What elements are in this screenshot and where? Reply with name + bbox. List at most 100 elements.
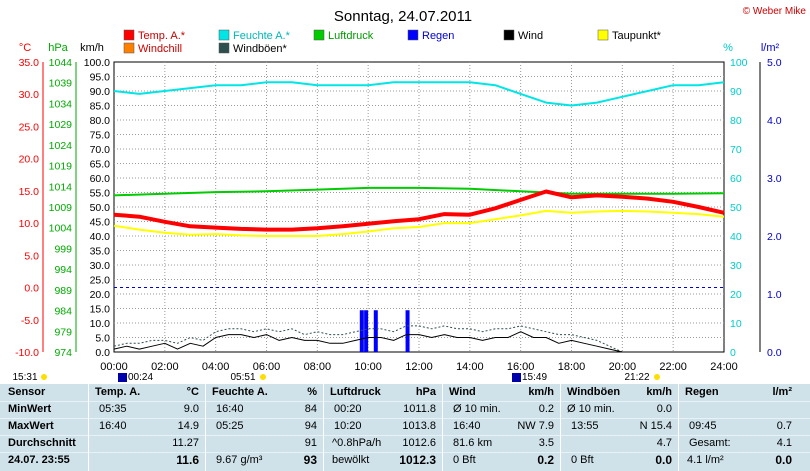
legend-swatch [218,29,230,41]
hum-min: 84 [304,403,317,415]
legend-swatch [597,29,609,41]
abs-humidity: 9.67 g/m³ [216,454,263,466]
series-line-luftdruck [113,186,725,197]
hum-tick-label: 30 [730,260,742,272]
hum-tick-label: 10 [730,318,742,330]
hum-current: 93 [303,453,317,467]
press-min-time: 00:20 [334,403,362,415]
hum-tick-label: 0 [730,347,736,359]
hum-header: Feuchte A. [212,386,268,398]
wind-tick-label: 20.0 [90,289,111,301]
sunset-icon [654,374,660,380]
wind-tick-label: 25.0 [90,275,111,287]
sun-icon-prev [41,374,47,380]
legend-label: Wind [518,30,543,42]
gust-column: Windböen km/h Ø 10 min. 0.0 13:55 N 15.4… [561,384,678,471]
press-tick-label: 1034 [49,98,73,110]
sunset-time: 21:22 [624,372,649,383]
time-tick-label: 10:00 [354,361,382,373]
wind-max: NW 7.9 [517,420,554,432]
hum-unit-header: % [307,386,317,398]
wind-tick-label: 75.0 [90,130,111,142]
temp-tick-label: 35.0 [19,57,40,69]
hum-max-time: 05:25 [216,420,244,432]
rain-max-time: 09:45 [689,420,717,432]
temp-avg: 11.27 [172,437,199,449]
gust-max-time: 13:55 [571,420,599,432]
wind-tick-label: 55.0 [90,188,111,200]
rain-max: 0.7 [776,420,792,432]
moonrise-icon [118,373,127,382]
legend-label: Regen [422,30,454,42]
rain-bar [364,310,369,352]
wind-header: Wind [449,386,476,398]
wind-avg10: 0.2 [538,403,554,415]
rain-tick-label: 1.0 [767,289,782,301]
forecast-text: bewölkt [332,454,370,466]
wind-unit-header: km/h [528,386,554,398]
legend-label: Luftdruck [328,30,374,42]
temp-header: Temp. A. [95,386,141,398]
press-unit: hPa [48,42,68,54]
time-tick-label: 12:00 [405,361,433,373]
wind-tick-label: 35.0 [90,246,111,258]
rain-column: Regen l/m² 09:45 0.7 Gesamt: 4.1 4.1 l/m… [679,384,798,471]
time-tick-label: 18:00 [558,361,586,373]
temp-current: 11.6 [176,453,199,467]
temp-min: 9.0 [183,403,199,415]
wind-max-time: 16:40 [453,420,481,432]
press-max-time: 10:20 [334,420,362,432]
wind-tick-label: 30.0 [90,260,111,272]
series-line-feuchte-a [113,81,725,107]
wind-tick-label: 85.0 [90,101,111,113]
rain-bar [373,310,378,352]
wind-avg: 3.5 [538,437,554,449]
legend-label: Windchill [138,43,182,55]
rain-bar [405,310,410,352]
series-line-windb-en [113,325,623,353]
wind-current: 0.2 [537,453,554,467]
legend-label: Windböen* [233,43,288,55]
press-tick-label: 1019 [49,161,73,173]
rain-tick-label: 2.0 [767,231,782,243]
wind-tick-label: 70.0 [90,144,111,156]
press-tick-label: 1009 [49,202,73,214]
press-header: Luftdruck [330,386,381,398]
wind-unit: km/h [80,42,104,54]
moonrise-time: 00:24 [128,372,153,383]
time-tick-label: 16:00 [507,361,535,373]
temp-tick-label: 30.0 [19,89,40,101]
wind-tick-label: 90.0 [90,86,111,98]
wind-tick-label: 40.0 [90,231,111,243]
row-label-max: MaxWert [8,420,54,432]
series-line-wind [113,331,623,353]
temp-tick-label: -5.0 [21,315,39,327]
rain-unit: l/m² [761,42,780,54]
press-avg: 1012.6 [402,437,436,449]
prev-sunset-time: 15:31 [12,372,37,383]
hum-tick-label: 50 [730,202,742,214]
rain-tick-label: 3.0 [767,173,782,185]
rain-tick-label: 4.0 [767,115,782,127]
press-trend: ^0.8hPa/h [332,437,382,449]
hum-avg: 91 [304,437,317,449]
wind-avg-label: Ø 10 min. [453,403,501,415]
gust-avg10: 0.0 [656,403,672,415]
temp-tick-label: 5.0 [24,250,39,262]
press-tick-label: 1024 [49,140,73,152]
press-tick-label: 989 [54,285,72,297]
rain-bar [359,310,364,352]
temp-tick-label: 20.0 [19,154,40,166]
hum-tick-label: 80 [730,115,742,127]
row-label-min: MinWert [8,403,52,415]
rain-unit-header: l/m² [772,386,792,398]
press-tick-label: 1029 [49,119,73,131]
press-tick-label: 1014 [49,181,73,193]
row-label-avg: Durchschnitt [8,437,76,449]
time-tick-label: 08:00 [304,361,332,373]
gust-bft: 0 Bft [571,454,594,466]
press-unit-header: hPa [415,386,436,398]
wind-tick-label: 45.0 [90,217,111,229]
legend-swatch [503,29,515,41]
temp-tick-label: 0.0 [24,283,39,295]
